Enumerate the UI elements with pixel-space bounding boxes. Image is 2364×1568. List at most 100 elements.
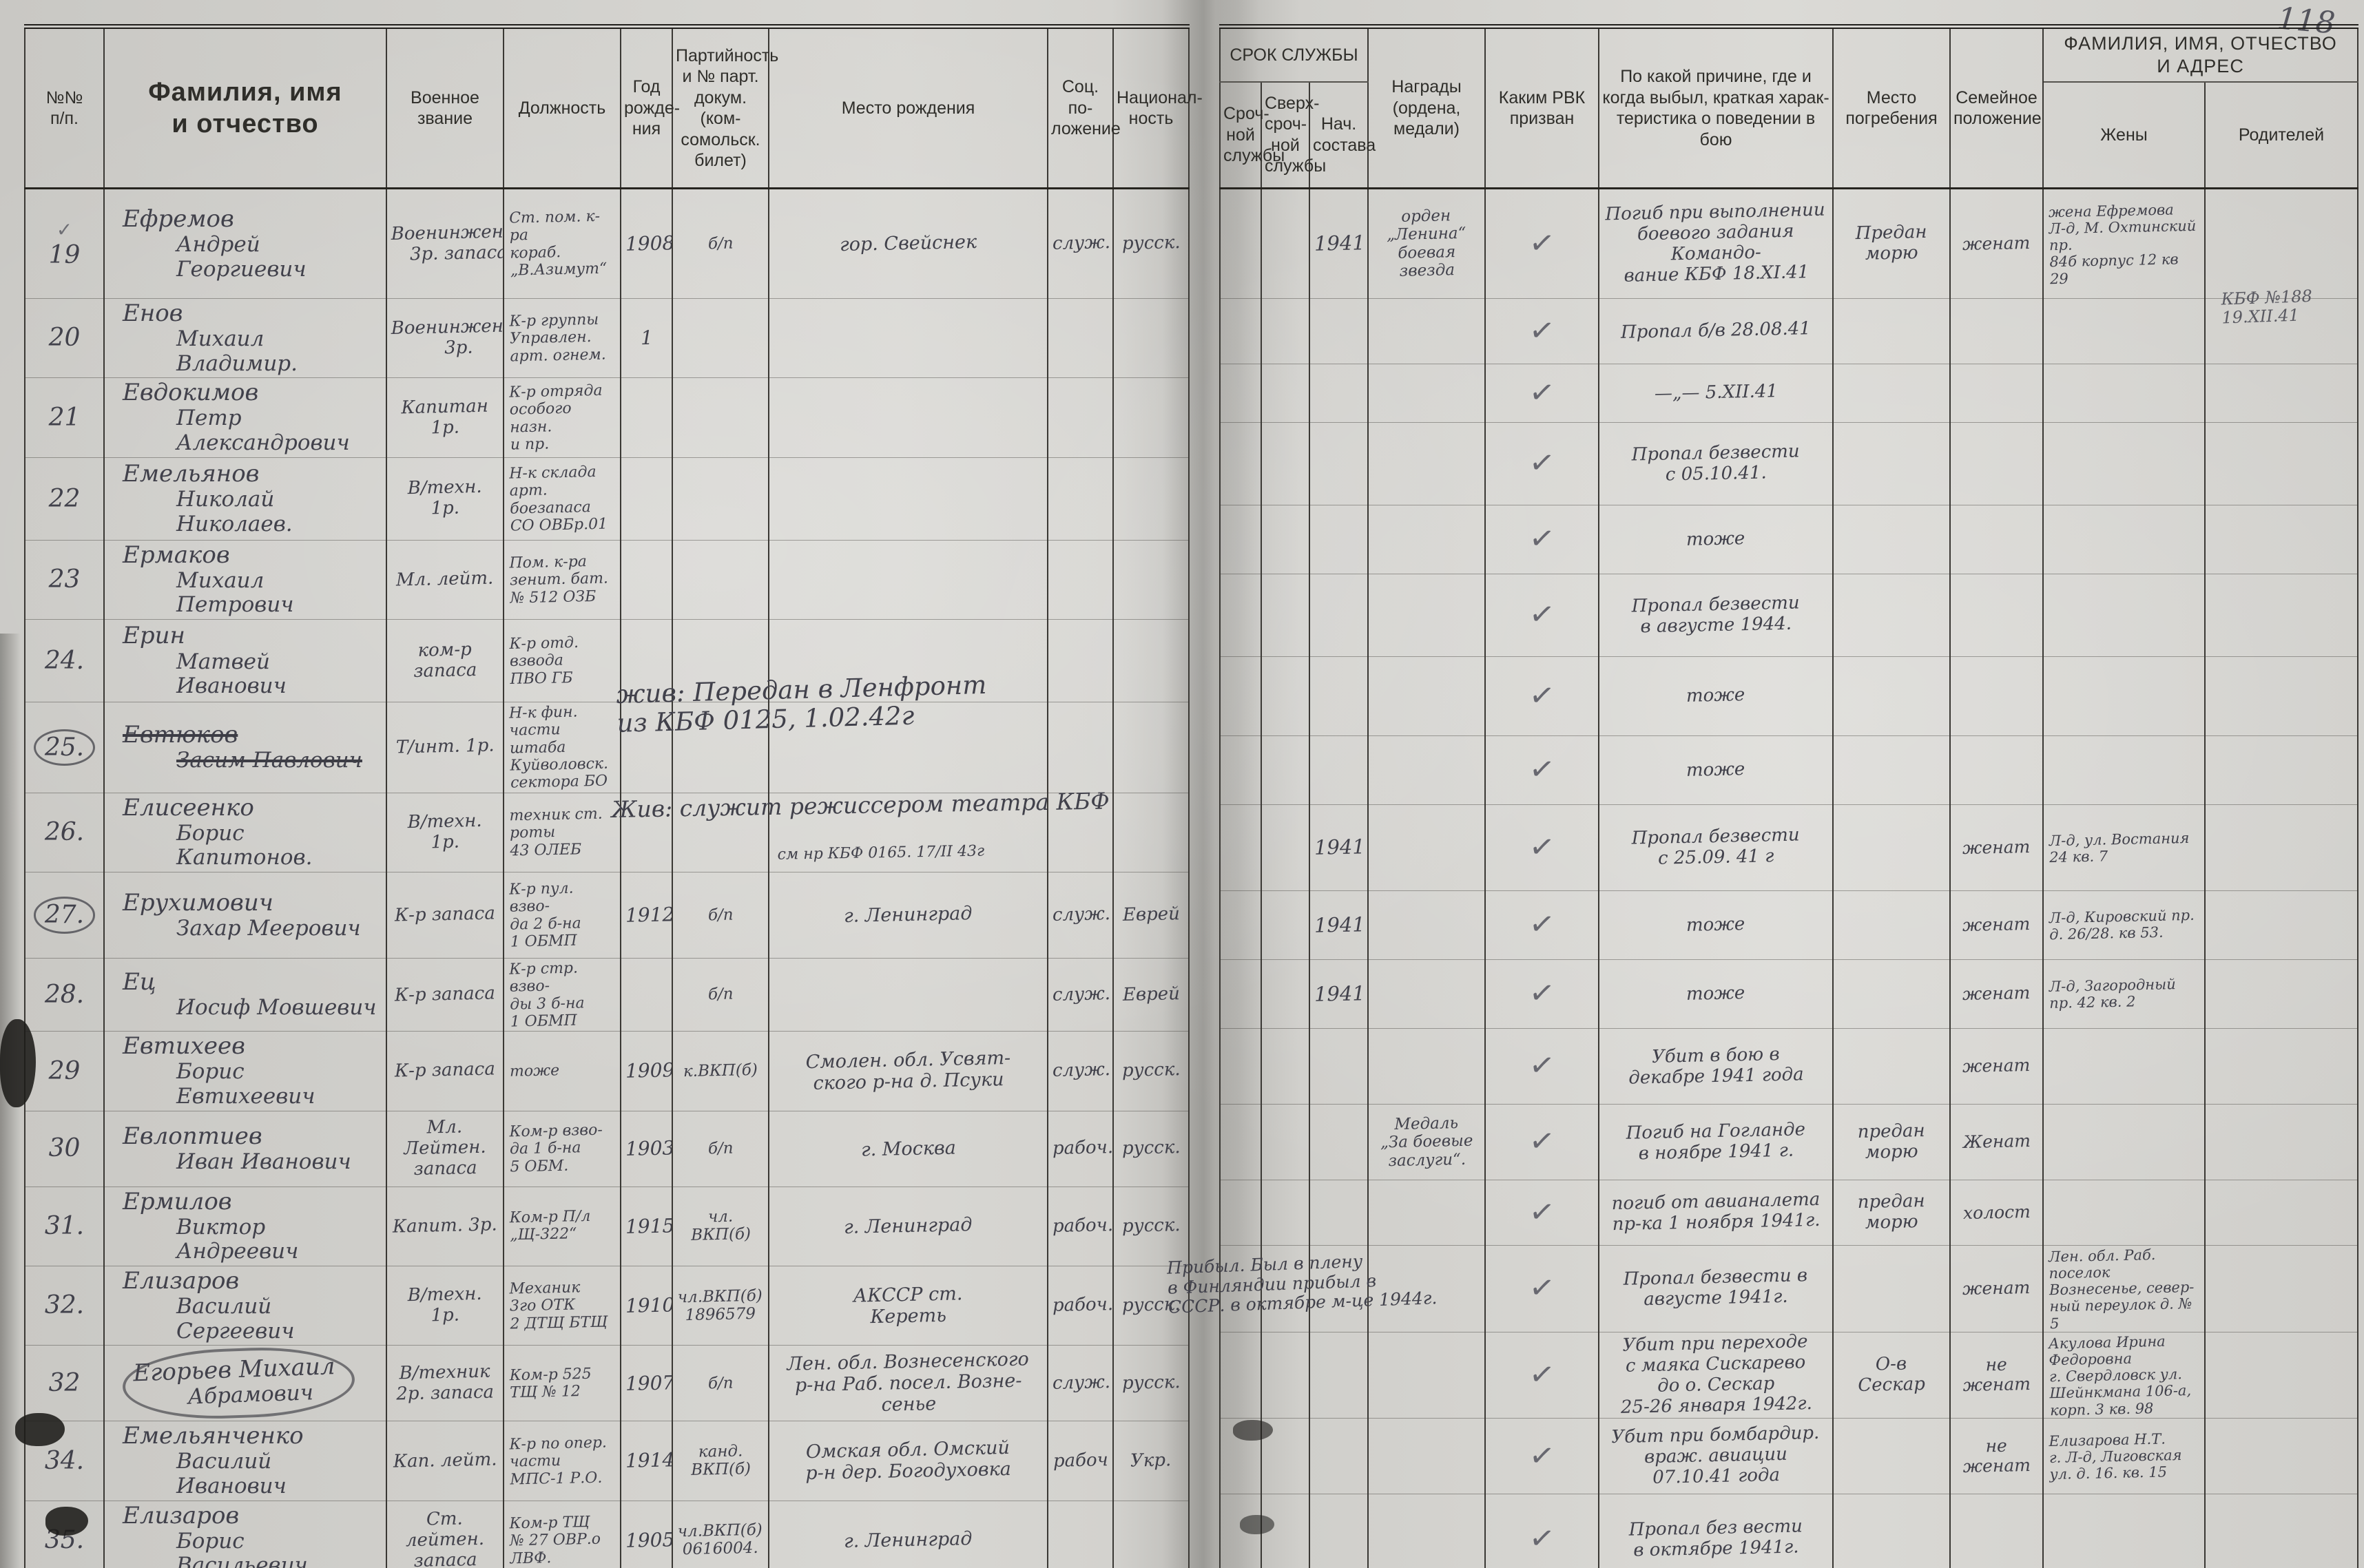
cell-burial xyxy=(1832,364,1951,423)
cell-nationality xyxy=(1112,792,1190,872)
cell-nationality: русск. xyxy=(1112,1265,1190,1346)
column-group-service-term: СРОК СЛУЖБЫ xyxy=(1219,24,1369,83)
cell-reason: Пропал безвести с 05.10.41. xyxy=(1598,422,1834,505)
cell-family xyxy=(1949,656,2044,736)
cell-sroch xyxy=(1219,959,1262,1029)
cell-burial: О-в Сескар xyxy=(1832,1331,1951,1419)
cell-burial xyxy=(1832,1418,1951,1494)
cell-sroch xyxy=(1219,188,1262,299)
table-row: ✓ Пропал без вести в октябре 1941г. xyxy=(1219,1494,2359,1568)
cell-burial xyxy=(1832,1245,1951,1332)
cell-nach xyxy=(1308,505,1369,574)
cell-num: 27. xyxy=(24,871,105,959)
cell-parents xyxy=(2204,505,2359,574)
cell-nationality: Еврей xyxy=(1112,871,1190,959)
cell-position: К-р по опер. части МПС-1 Р.О. xyxy=(503,1421,621,1501)
cell-wife xyxy=(2042,1028,2206,1105)
cell-position: Пом. к-ра зенит. бат. № 512 ОЗБ xyxy=(503,539,621,620)
cell-position: Ком-р ТЩ № 27 ОВР.о ЛВФ. xyxy=(503,1500,621,1568)
cell-rank: Капит. 3р. xyxy=(386,1186,504,1266)
cell-social: рабоч. xyxy=(1047,1110,1114,1187)
table-row: ✓ тоже xyxy=(1219,735,2359,805)
cell-rvk: ✓ xyxy=(1484,364,1600,423)
cell-social xyxy=(1047,702,1114,793)
cell-rvk: ✓ xyxy=(1484,656,1600,736)
cell-parents xyxy=(2204,188,2359,299)
cell-sroch xyxy=(1219,364,1262,423)
cell-awards xyxy=(1367,422,1486,505)
cell-sroch xyxy=(1219,656,1262,736)
register-table-left: №№ п/п. Фамилия, имя и отчество Военное … xyxy=(24,24,1203,1568)
cell-awards xyxy=(1367,1028,1486,1105)
cell-rvk: ✓ xyxy=(1484,804,1600,891)
cell-nach xyxy=(1308,1418,1369,1494)
cell-birthplace: г. Ленинград xyxy=(768,871,1048,959)
cell-position: К-р отд. взвода ПВО ГБ xyxy=(503,619,621,702)
cell-birth: 1915. xyxy=(620,1186,673,1266)
cell-num: 32 xyxy=(24,1345,105,1421)
cell-burial xyxy=(1832,804,1951,891)
cell-sverh xyxy=(1261,505,1310,574)
table-row: ✓ Убит при переходе с маяка Сискарево до … xyxy=(1219,1331,2359,1419)
cell-parents xyxy=(2204,804,2359,891)
cell-name: Емельянов Николай Николаев. xyxy=(103,457,387,541)
cell-position: Ком-р взво- да 1 б-на 5 ОБМ. xyxy=(503,1110,621,1187)
cell-nach xyxy=(1308,1494,1369,1568)
cell-parents xyxy=(2204,574,2359,657)
cell-burial xyxy=(1832,298,1951,364)
column-header-wife: Жены xyxy=(2042,81,2206,189)
table-row: 25. Евтюков Засим Павлович Т/инт. 1р. Н-к фи… xyxy=(24,702,1190,793)
ink-smudge xyxy=(1240,1515,1274,1534)
cell-family: женат xyxy=(1949,890,2044,960)
table-row: 34. Емельянченко Василий Иванович Кап. лейт… xyxy=(24,1421,1190,1501)
cell-rvk: ✓ xyxy=(1484,574,1600,657)
cell-sverh xyxy=(1261,298,1310,364)
cell-party: б/п xyxy=(672,1110,769,1187)
cell-family: женат xyxy=(1949,804,2044,891)
cell-family xyxy=(1949,574,2044,657)
cell-burial xyxy=(1832,422,1951,505)
cell-nach xyxy=(1308,364,1369,423)
cell-burial: Предан морю xyxy=(1832,188,1951,299)
cell-nach xyxy=(1308,1028,1369,1105)
table-row: 1941 ✓ Пропал безвести с 25.09. 41 г женат Л… xyxy=(1219,804,2359,891)
cell-sroch xyxy=(1219,890,1262,960)
column-header-party: Партийность и № парт. докум. (ком- сомол… xyxy=(672,24,778,189)
cell-rank: Военинженер 3р. запаса xyxy=(386,188,504,299)
cell-wife: Л-д, Загородный пр. 42 кв. 2 xyxy=(2042,959,2206,1029)
cell-rank: В/техн. 1р. xyxy=(386,792,504,872)
cell-reason: тоже xyxy=(1598,735,1834,805)
cell-party xyxy=(672,457,769,541)
cell-nach xyxy=(1308,1245,1369,1332)
cell-family: женат xyxy=(1949,959,2044,1029)
cell-birthplace: гор. Свейснек xyxy=(768,188,1048,299)
cell-awards xyxy=(1367,574,1486,657)
cell-wife xyxy=(2042,574,2206,657)
cell-social: служ. xyxy=(1047,1031,1114,1111)
cell-rank: Кап. лейт. xyxy=(386,1421,504,1501)
cell-nationality: русск. xyxy=(1112,1345,1190,1421)
cell-parents xyxy=(2204,735,2359,805)
table-row: ✓ Пропал безвести с 05.10.41. xyxy=(1219,422,2359,505)
cell-num: 32. xyxy=(24,1265,105,1346)
cell-position: К-р отряда особого назн. и пр. xyxy=(503,377,621,458)
cell-awards xyxy=(1367,735,1486,805)
cell-reason: Пропал б/в 28.08.41 xyxy=(1598,298,1834,364)
cell-parents xyxy=(2204,656,2359,736)
cell-rank: Военинженер 3р. xyxy=(386,297,504,378)
cell-reason: погиб от авианалета пр-ка 1 ноября 1941г… xyxy=(1598,1180,1834,1246)
cell-num: 20 xyxy=(24,297,105,378)
column-header-position: Должность xyxy=(503,24,621,189)
table-row: 32 Егорьев Михаил Абрамович В/техник 2р. за… xyxy=(24,1345,1190,1421)
cell-parents xyxy=(2204,298,2359,364)
cell-rvk: ✓ xyxy=(1484,890,1600,960)
cell-family: не женат xyxy=(1949,1418,2044,1494)
cell-name: Ермилов Виктор Андреевич xyxy=(103,1186,387,1266)
cell-name: Евлоптиев Иван Иванович xyxy=(103,1110,387,1187)
cell-awards xyxy=(1367,1494,1486,1568)
cell-rvk: ✓ xyxy=(1484,1028,1600,1105)
cell-parents xyxy=(2204,1104,2359,1180)
table-row: ✓ тоже xyxy=(1219,656,2359,736)
cell-reason: Погиб при выполнении боевого задания Ком… xyxy=(1598,188,1834,299)
cell-parents xyxy=(2204,890,2359,960)
